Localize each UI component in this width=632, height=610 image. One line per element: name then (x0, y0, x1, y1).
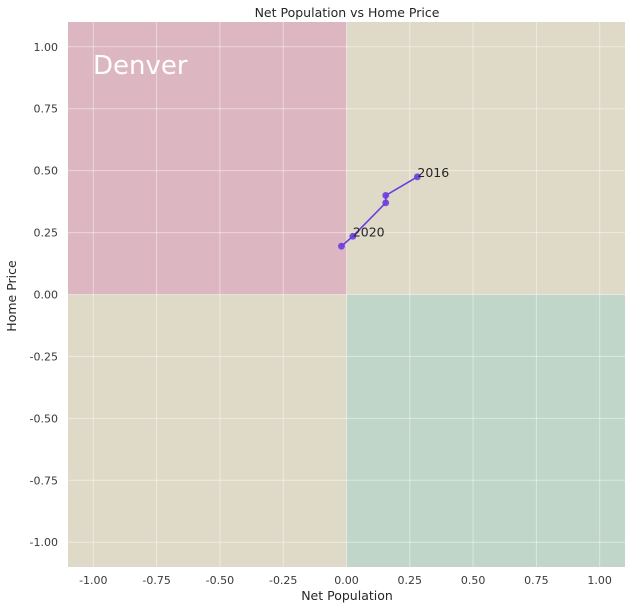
y-tick-label: -1.00 (30, 536, 58, 549)
quadrant-top-left (68, 22, 347, 295)
x-tick-label: 0.25 (398, 574, 423, 587)
data-point (413, 173, 421, 181)
y-tick-label: -0.75 (30, 474, 58, 487)
y-tick-label: -0.50 (30, 412, 58, 425)
y-tick-label: 0.00 (34, 289, 59, 302)
chart-title: Net Population vs Home Price (255, 5, 440, 20)
x-tick-label: 0.75 (524, 574, 549, 587)
y-tick-label: 0.50 (34, 165, 59, 178)
y-axis-ticks: 1.00 0.75 0.50 0.25 0.00 -0.25 -0.50 -0.75 -1.00 (30, 41, 58, 549)
y-tick-label: 0.25 (34, 227, 59, 240)
quadrant-bottom-left (68, 294, 347, 567)
data-point (349, 232, 357, 240)
data-point (382, 192, 390, 199)
x-tick-label: 0.50 (461, 574, 486, 587)
x-tick-label: 1.00 (587, 574, 612, 587)
series-group (338, 173, 421, 250)
y-tick-label: -0.25 (30, 350, 58, 363)
x-tick-label: -0.75 (142, 574, 170, 587)
grid (68, 22, 625, 567)
x-axis-label: Net Population (301, 588, 393, 603)
annotations: 2016 2020 (353, 165, 449, 239)
y-tick-label: 1.00 (34, 41, 59, 54)
quadrant-top-right (346, 22, 625, 295)
quadrant-bottom-right (346, 294, 625, 567)
x-axis-ticks: -1.00 -0.75 -0.50 -0.25 0.00 0.25 0.50 0.75 1.00 (79, 574, 612, 587)
x-tick-label: 0.00 (334, 574, 359, 587)
point-annotation: 2020 (353, 224, 385, 239)
y-tick-label: 0.75 (34, 103, 59, 116)
x-tick-label: -0.50 (206, 574, 234, 587)
x-tick-label: -0.25 (269, 574, 297, 587)
y-axis-label: Home Price (4, 260, 19, 332)
plot-area (68, 22, 625, 567)
x-tick-label: -1.00 (79, 574, 107, 587)
data-point (338, 242, 345, 250)
data-point (382, 199, 390, 207)
quadrant-label: Denver (93, 51, 188, 81)
point-annotation: 2016 (417, 165, 449, 180)
